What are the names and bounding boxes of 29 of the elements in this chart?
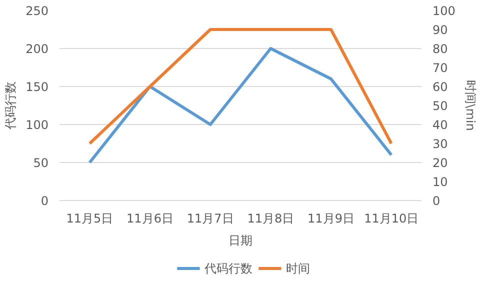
- line-series: [88, 47, 393, 164]
- y2-tick-label: 30: [432, 137, 448, 151]
- legend-label: 时间: [286, 262, 310, 276]
- y-axis-title: 代码行数: [4, 82, 18, 130]
- y-tick-label: 250: [26, 4, 48, 18]
- y2-tick-label: 70: [432, 61, 448, 75]
- y2-tick-label: 90: [432, 23, 448, 37]
- x-tick-label: 11月6日: [126, 212, 174, 226]
- y-tick-label: 200: [26, 42, 48, 56]
- y2-axis-title: 时间\min: [463, 80, 478, 131]
- x-tick-label: 11月9日: [308, 212, 354, 226]
- y2-tick-label: 0: [432, 194, 440, 208]
- y-tick-label: 100: [26, 118, 48, 132]
- x-tick-label: 11月5日: [66, 212, 114, 226]
- y-tick-label: 50: [33, 156, 49, 170]
- y-tick-label: 150: [26, 80, 48, 94]
- x-tick-label: 11月10日: [364, 212, 419, 226]
- y2-tick-label: 60: [432, 80, 448, 94]
- y2-tick-label: 100: [432, 4, 456, 18]
- legend-label: 代码行数: [203, 262, 252, 276]
- y2-tick-label: 10: [432, 175, 448, 189]
- x-axis-title: 日期: [228, 234, 252, 248]
- y2-tick-label: 80: [432, 42, 448, 56]
- y2-tick-label: 50: [432, 99, 448, 113]
- x-tick-label: 11月7日: [186, 212, 234, 226]
- y2-tick-label: 20: [432, 156, 448, 170]
- x-tick-label: 11月8日: [247, 212, 294, 226]
- y2-tick-label: 40: [432, 118, 448, 132]
- y-tick-label: 0: [40, 194, 49, 208]
